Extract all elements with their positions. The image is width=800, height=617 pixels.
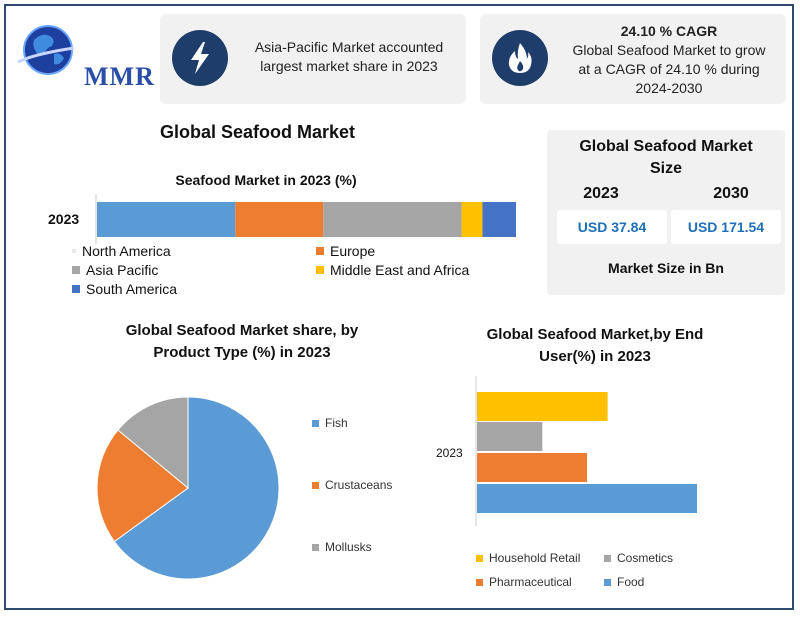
- info-line: at a CAGR of 24.10 % during: [578, 61, 760, 77]
- legend-item-food: Food: [604, 575, 644, 589]
- stack-segment-europe: [235, 202, 324, 237]
- asia-pacific-info-box: Asia-Pacific Market accounted largest ma…: [160, 14, 466, 104]
- lightning-bolt-icon: [172, 30, 228, 86]
- stacked-chart-category-label: 2023: [48, 211, 80, 227]
- legend-label: Mollusks: [325, 540, 372, 554]
- legend-item-household-retail: Household Retail: [476, 551, 580, 565]
- legend-item-south-america: South America: [72, 281, 177, 297]
- title-line: Product Type (%) in 2023: [153, 344, 331, 361]
- enduser-chart-category-label: 2023: [436, 446, 463, 460]
- title-line: Size: [649, 160, 682, 177]
- legend-label: Fish: [325, 416, 348, 430]
- bar-cosmetics: [477, 422, 543, 451]
- legend-label: Crustaceans: [325, 478, 393, 492]
- enduser-chart-title: Global Seafood Market,by End User(%) in …: [450, 324, 740, 368]
- info-line: 2024-2030: [635, 80, 703, 96]
- legend-label: Food: [617, 575, 645, 589]
- bar-household-retail: [477, 392, 608, 421]
- legend-item-middle-east-and-africa: Middle East and Africa: [316, 262, 469, 278]
- stacked-chart-title: Seafood Market in 2023 (%): [175, 172, 357, 188]
- logo-text: MMR: [84, 62, 155, 91]
- info-line: Global Seafood Market to grow: [572, 42, 766, 58]
- pie-chart-title: Global Seafood Market share, by Product …: [92, 320, 392, 364]
- legend-label: Pharmaceutical: [489, 575, 572, 589]
- legend-swatch: [476, 554, 483, 562]
- pie-chart: [96, 396, 280, 580]
- legend-item-cosmetics: Cosmetics: [604, 551, 673, 565]
- pie-slice-crustaceans: [96, 429, 189, 543]
- title-line: Global Seafood Market: [579, 138, 753, 155]
- legend-item-crustaceans: Crustaceans: [312, 478, 392, 492]
- value-2023: USD 37.84: [557, 210, 667, 244]
- stack-segment-middle-east-and-africa: [461, 202, 483, 237]
- title-line: User(%) in 2023: [539, 348, 651, 365]
- legend-item-europe: Europe: [316, 243, 375, 259]
- title-line: Global Seafood Market share, by: [125, 322, 359, 339]
- stack-segment-asia-pacific: [323, 202, 462, 237]
- legend-swatch: [604, 554, 611, 562]
- legend-label: Asia Pacific: [86, 262, 159, 278]
- market-size-box: Global Seafood Market Size 2023 2030 USD…: [547, 130, 785, 295]
- legend-swatch: [312, 543, 319, 551]
- info-line: largest market share in 2023: [260, 58, 438, 74]
- legend-swatch: [72, 285, 80, 293]
- stacked-bar-chart: [95, 194, 516, 244]
- year-2030-label: 2030: [713, 185, 749, 202]
- main-title: Global Seafood Market: [160, 122, 356, 142]
- legend-label: North America: [82, 243, 171, 259]
- legend-swatch: [604, 578, 611, 586]
- legend-swatch: [312, 419, 319, 427]
- cagr-info-box: 24.10 % CAGR Global Seafood Market to gr…: [480, 14, 786, 104]
- legend-swatch: [312, 481, 319, 489]
- legend-swatch: [72, 266, 80, 274]
- legend-label: Europe: [330, 243, 376, 259]
- year-2023-label: 2023: [583, 185, 619, 202]
- stack-segment-north-america: [97, 202, 236, 237]
- legend-swatch: [72, 249, 76, 253]
- legend-label: Middle East and Africa: [330, 262, 470, 278]
- enduser-bar-chart: [475, 376, 697, 526]
- pie-slice-fish: [113, 396, 280, 580]
- flame-icon: [492, 30, 548, 86]
- legend-label: Cosmetics: [617, 551, 674, 565]
- stack-segment-south-america: [482, 202, 516, 237]
- pie-slice-mollusks: [117, 396, 189, 490]
- legend-item-north-america: North America: [72, 243, 171, 259]
- bar-food: [477, 484, 697, 513]
- value-2030: USD 171.54: [671, 210, 781, 244]
- title-line: Global Seafood Market,by End: [486, 326, 704, 343]
- legend-swatch: [316, 266, 324, 274]
- cagr-title: 24.10 % CAGR: [620, 23, 718, 39]
- legend-swatch: [316, 247, 324, 255]
- cagr-info-text: 24.10 % CAGR Global Seafood Market to gr…: [560, 22, 778, 98]
- market-size-title: Global Seafood Market Size: [547, 136, 785, 180]
- legend-label: South America: [86, 281, 178, 297]
- legend-item-asia-pacific: Asia Pacific: [72, 262, 158, 278]
- infographic-frame: [4, 4, 794, 610]
- legend-item-fish: Fish: [312, 416, 348, 430]
- legend-swatch: [476, 578, 483, 586]
- legend-item-mollusks: Mollusks: [312, 540, 372, 554]
- legend-label: Household Retail: [489, 551, 581, 565]
- asia-pacific-info-text: Asia-Pacific Market accounted largest ma…: [240, 38, 458, 76]
- globe-icon: [17, 25, 75, 75]
- logo: MMR: [14, 18, 154, 91]
- legend-item-pharmaceutical: Pharmaceutical: [476, 575, 572, 589]
- market-size-footer: Market Size in Bn: [608, 260, 724, 276]
- info-line: Asia-Pacific Market accounted: [254, 39, 444, 55]
- bar-pharmaceutical: [477, 453, 587, 482]
